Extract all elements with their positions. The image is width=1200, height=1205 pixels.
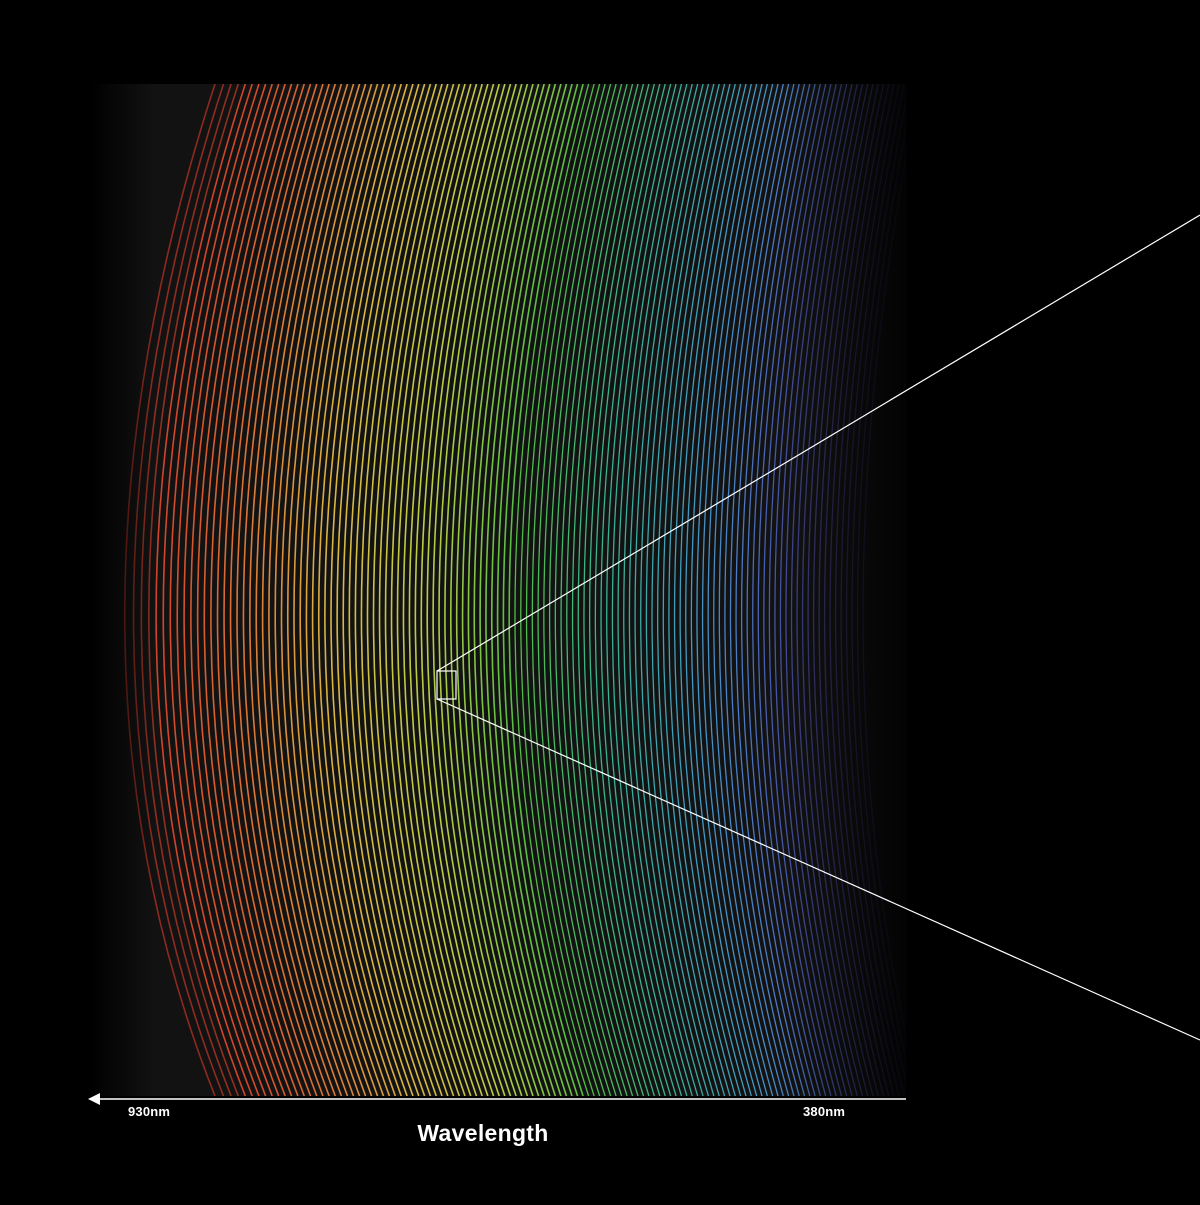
axis-title: Wavelength [417, 1120, 549, 1146]
callout-line-top [436, 214, 1200, 672]
callout-line-bottom [436, 698, 1200, 1041]
wavelength-axis-arrowhead-icon [88, 1093, 100, 1105]
axis-tick-380nm: 380nm [803, 1104, 846, 1119]
edge-fade [90, 84, 906, 1096]
zoom-callout-box [436, 670, 457, 700]
axis-tick-930nm: 930nm [128, 1104, 171, 1119]
